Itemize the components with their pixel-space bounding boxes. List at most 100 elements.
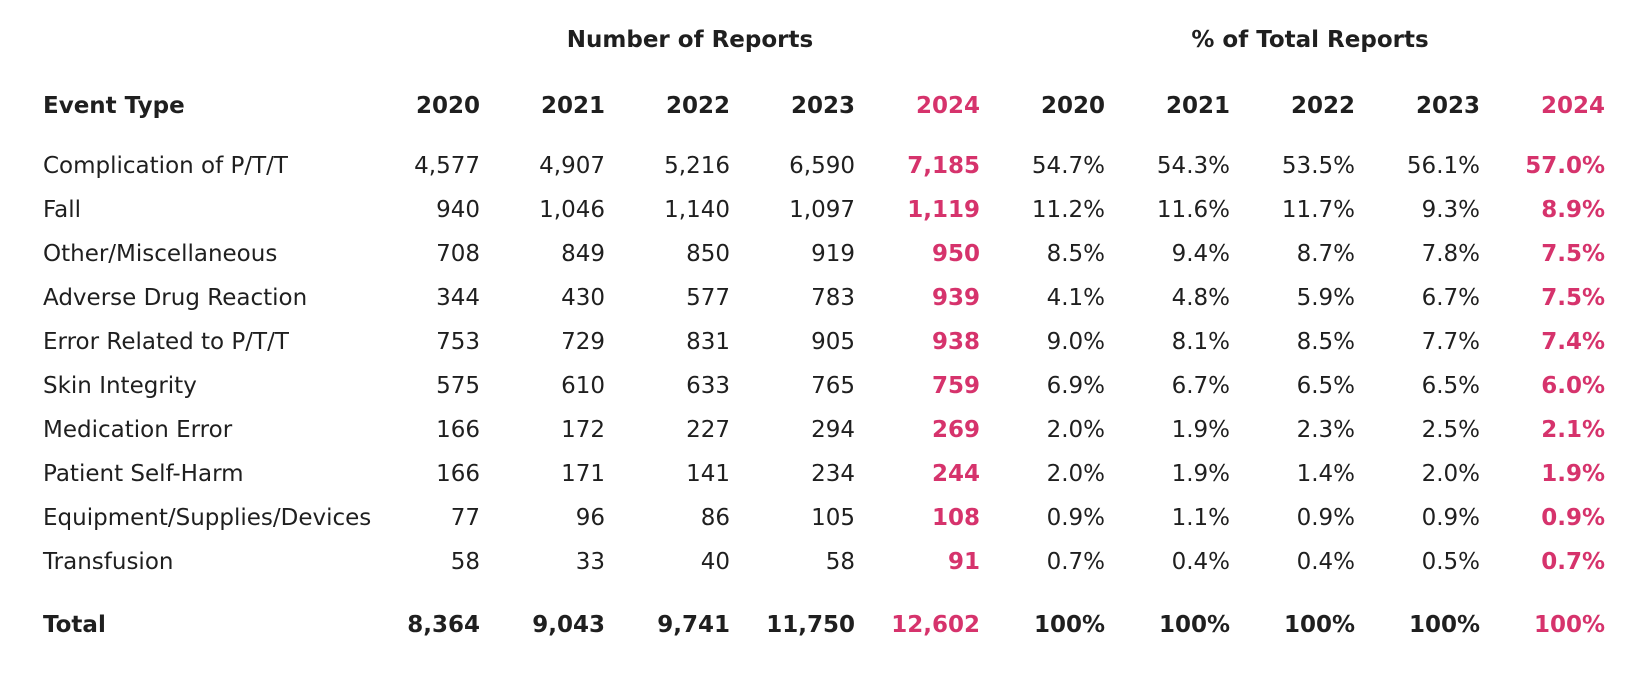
percent-cell-2023: 7.8%: [1421, 241, 1480, 267]
number-of-reports-header: Number of Reports: [566, 27, 814, 53]
percent-cell-2023: 2.5%: [1421, 417, 1480, 443]
count-cell-2021: 4,907: [539, 153, 605, 179]
count-cell-2022: 850: [686, 241, 730, 267]
percent-cell-2024: 6.0%: [1541, 373, 1605, 399]
percent-cell-2022: 53.5%: [1281, 153, 1355, 179]
percent-cell-2024: 0.9%: [1541, 505, 1605, 531]
percent-cell-2024: 1.9%: [1541, 461, 1605, 487]
count-cell-2022: 141: [686, 461, 730, 487]
total-percent-2020: 100%: [1033, 612, 1105, 638]
count-cell-2021: 729: [561, 329, 605, 355]
count-cell-2023: 105: [811, 505, 855, 531]
count-cell-2022: 40: [700, 549, 730, 575]
percent-cell-2021: 6.7%: [1171, 373, 1230, 399]
total-count-2021: 9,043: [532, 612, 605, 638]
total-count-2024: 12,602: [891, 612, 980, 638]
percent-cell-2021: 4.8%: [1171, 285, 1230, 311]
count-cell-2020: 940: [436, 197, 480, 223]
total-percent-2024: 100%: [1533, 612, 1605, 638]
total-count-2022: 9,741: [657, 612, 730, 638]
percent-cell-2020: 54.7%: [1031, 153, 1105, 179]
count-cell-2023: 234: [811, 461, 855, 487]
total-label: Total: [43, 612, 106, 638]
percent-cell-2021: 11.6%: [1156, 197, 1230, 223]
count-cell-2021: 172: [561, 417, 605, 443]
row-label: Complication of P/T/T: [43, 153, 288, 179]
percent-cell-2022: 1.4%: [1296, 461, 1355, 487]
count-cell-2023: 765: [811, 373, 855, 399]
total-percent-2021: 100%: [1158, 612, 1230, 638]
percent-cell-2024: 7.5%: [1541, 285, 1605, 311]
percent-cell-2021: 1.9%: [1171, 461, 1230, 487]
percent-cell-2021: 9.4%: [1171, 241, 1230, 267]
percent-year-header-2022: 2022: [1290, 93, 1355, 119]
total-percent-2022: 100%: [1283, 612, 1355, 638]
percent-cell-2020: 9.0%: [1046, 329, 1105, 355]
count-cell-2024: 108: [931, 505, 980, 531]
row-label: Fall: [43, 197, 81, 223]
row-label: Error Related to P/T/T: [43, 329, 289, 355]
count-cell-2021: 610: [561, 373, 605, 399]
count-cell-2023: 783: [811, 285, 855, 311]
row-label: Transfusion: [43, 549, 174, 575]
count-year-header-2024: 2024: [915, 93, 980, 119]
count-cell-2024: 939: [931, 285, 980, 311]
total-percent-2023: 100%: [1408, 612, 1480, 638]
count-cell-2022: 831: [686, 329, 730, 355]
percent-cell-2021: 1.9%: [1171, 417, 1230, 443]
percent-year-header-2020: 2020: [1040, 93, 1105, 119]
count-cell-2024: 1,119: [907, 197, 980, 223]
count-cell-2024: 7,185: [907, 153, 980, 179]
percent-cell-2023: 56.1%: [1406, 153, 1480, 179]
count-year-header-2023: 2023: [790, 93, 855, 119]
count-cell-2023: 58: [825, 549, 855, 575]
count-cell-2020: 166: [436, 461, 480, 487]
percent-cell-2021: 0.4%: [1171, 549, 1230, 575]
percent-cell-2020: 4.1%: [1046, 285, 1105, 311]
event-type-header: Event Type: [43, 93, 185, 119]
percent-of-total-header: % of Total Reports: [1191, 27, 1429, 53]
percent-cell-2024: 57.0%: [1525, 153, 1605, 179]
percent-cell-2023: 6.7%: [1421, 285, 1480, 311]
count-cell-2022: 1,140: [664, 197, 730, 223]
percent-cell-2022: 5.9%: [1296, 285, 1355, 311]
count-year-header-2021: 2021: [540, 93, 605, 119]
percent-cell-2022: 6.5%: [1296, 373, 1355, 399]
percent-cell-2020: 8.5%: [1046, 241, 1105, 267]
count-cell-2022: 577: [686, 285, 730, 311]
percent-cell-2020: 2.0%: [1046, 461, 1105, 487]
percent-cell-2022: 0.9%: [1296, 505, 1355, 531]
percent-cell-2024: 7.4%: [1541, 329, 1605, 355]
count-cell-2022: 86: [700, 505, 730, 531]
percent-year-header-2021: 2021: [1165, 93, 1230, 119]
percent-cell-2020: 2.0%: [1046, 417, 1105, 443]
percent-cell-2021: 1.1%: [1171, 505, 1230, 531]
count-cell-2020: 753: [436, 329, 480, 355]
count-cell-2022: 5,216: [664, 153, 730, 179]
percent-cell-2024: 0.7%: [1541, 549, 1605, 575]
row-label: Patient Self-Harm: [43, 461, 244, 487]
percent-cell-2024: 7.5%: [1541, 241, 1605, 267]
percent-cell-2023: 7.7%: [1421, 329, 1480, 355]
percent-cell-2022: 8.7%: [1296, 241, 1355, 267]
count-cell-2021: 430: [561, 285, 605, 311]
count-cell-2020: 58: [450, 549, 480, 575]
percent-year-header-2023: 2023: [1415, 93, 1480, 119]
row-label: Skin Integrity: [43, 373, 197, 399]
count-cell-2024: 269: [931, 417, 980, 443]
count-cell-2023: 1,097: [789, 197, 855, 223]
percent-year-header-2024: 2024: [1540, 93, 1605, 119]
count-cell-2021: 849: [561, 241, 605, 267]
row-label: Other/Miscellaneous: [43, 241, 278, 267]
total-count-2020: 8,364: [407, 612, 480, 638]
percent-cell-2024: 2.1%: [1541, 417, 1605, 443]
percent-cell-2023: 0.9%: [1421, 505, 1480, 531]
percent-cell-2023: 9.3%: [1421, 197, 1480, 223]
count-cell-2021: 33: [575, 549, 605, 575]
count-cell-2023: 919: [811, 241, 855, 267]
count-cell-2022: 227: [686, 417, 730, 443]
count-cell-2020: 344: [436, 285, 480, 311]
percent-cell-2022: 8.5%: [1296, 329, 1355, 355]
percent-cell-2022: 11.7%: [1281, 197, 1355, 223]
